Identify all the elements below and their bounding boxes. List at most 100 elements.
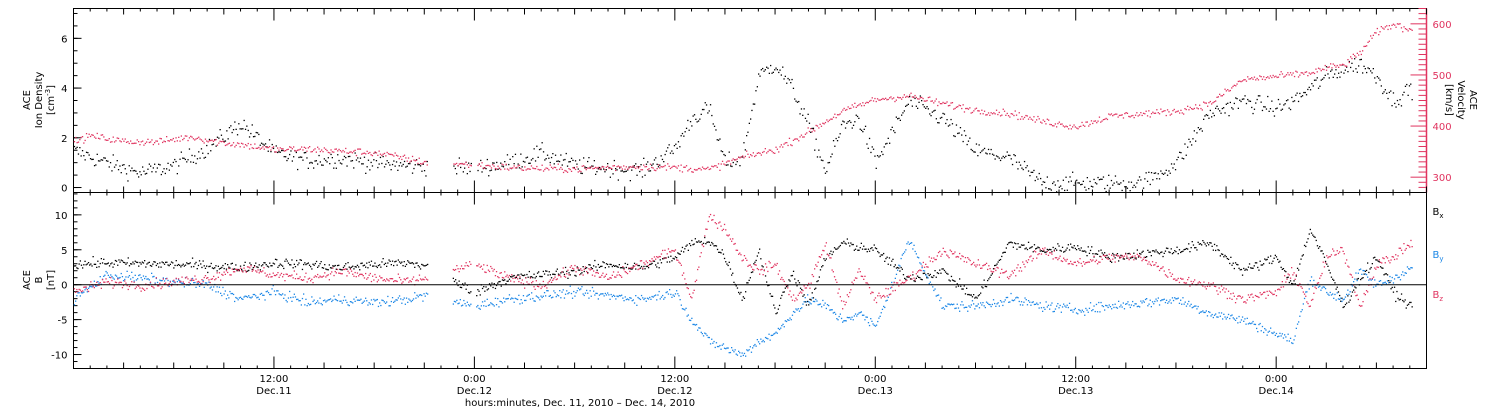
density-point bbox=[663, 161, 665, 163]
bx-point bbox=[528, 270, 530, 273]
by-point bbox=[840, 317, 843, 320]
bx-point bbox=[513, 274, 515, 277]
bx-point bbox=[1082, 250, 1085, 252]
bz-point bbox=[228, 267, 230, 270]
density-point bbox=[703, 108, 705, 111]
by-point bbox=[362, 301, 364, 303]
density-point bbox=[923, 106, 925, 108]
bx-point bbox=[679, 253, 681, 255]
density-point bbox=[1245, 102, 1248, 105]
velocity-point bbox=[617, 165, 619, 167]
velocity-point bbox=[334, 148, 336, 150]
velocity-point bbox=[1212, 102, 1214, 104]
bx-point bbox=[292, 267, 294, 269]
bx-point bbox=[764, 275, 767, 277]
velocity-point bbox=[844, 109, 847, 111]
x-tick-time-label: 0:00 bbox=[864, 374, 886, 385]
velocity-point bbox=[556, 169, 558, 171]
bx-point bbox=[77, 267, 79, 270]
by-point bbox=[1047, 304, 1050, 306]
density-point bbox=[1149, 183, 1151, 186]
bx-point bbox=[1246, 269, 1248, 271]
density-point bbox=[1283, 104, 1285, 106]
velocity-point bbox=[648, 168, 650, 170]
by-point bbox=[1059, 304, 1061, 307]
velocity-point bbox=[962, 104, 964, 106]
velocity-point bbox=[513, 165, 515, 167]
x-tick-time-label: 0:00 bbox=[1265, 374, 1287, 385]
by-point bbox=[706, 334, 708, 337]
density-point bbox=[1001, 157, 1003, 159]
velocity-point bbox=[92, 134, 94, 136]
by-point bbox=[277, 290, 279, 292]
by-point bbox=[909, 242, 912, 244]
bz-point bbox=[246, 266, 249, 268]
velocity-point bbox=[576, 166, 578, 168]
by-point bbox=[797, 308, 799, 310]
velocity-point bbox=[339, 150, 342, 152]
density-point bbox=[573, 166, 575, 169]
bz-point bbox=[370, 280, 373, 283]
density-point bbox=[1309, 89, 1312, 91]
by-point bbox=[1365, 273, 1368, 276]
velocity-point bbox=[1319, 68, 1321, 70]
bz-point bbox=[402, 281, 404, 283]
density-point bbox=[75, 147, 77, 150]
velocity-point bbox=[868, 100, 871, 102]
by-point bbox=[870, 318, 872, 320]
by-point bbox=[664, 296, 666, 299]
bx-point bbox=[141, 261, 143, 263]
velocity-point bbox=[505, 163, 507, 165]
by-point bbox=[91, 286, 93, 288]
by-point bbox=[1052, 311, 1054, 313]
bx-point bbox=[115, 260, 118, 262]
bz-point bbox=[423, 279, 425, 281]
velocity-point bbox=[426, 164, 428, 166]
velocity-point bbox=[1252, 78, 1254, 80]
by-point bbox=[809, 302, 811, 304]
velocity-point bbox=[581, 165, 583, 167]
velocity-point bbox=[489, 165, 491, 167]
density-point bbox=[889, 142, 891, 144]
by-point bbox=[1347, 289, 1349, 291]
velocity-point bbox=[477, 164, 479, 167]
bz-point bbox=[407, 277, 409, 279]
by-point bbox=[1203, 311, 1205, 314]
density-point bbox=[925, 107, 927, 109]
by-point bbox=[311, 296, 313, 298]
density-point bbox=[910, 99, 912, 102]
bx-point bbox=[154, 261, 156, 263]
bx-point bbox=[906, 276, 908, 278]
by-point bbox=[1156, 300, 1158, 302]
bx-point bbox=[83, 264, 85, 266]
bx-point bbox=[394, 261, 396, 263]
velocity-point bbox=[345, 147, 347, 150]
bx-point bbox=[359, 269, 361, 271]
bx-point bbox=[1168, 251, 1170, 253]
bx-point bbox=[1070, 243, 1072, 245]
bx-point bbox=[1144, 256, 1147, 258]
by-point bbox=[1093, 305, 1095, 307]
velocity-point bbox=[378, 150, 380, 152]
bx-point bbox=[702, 242, 705, 244]
bx-point bbox=[547, 274, 549, 276]
bx-point bbox=[1122, 258, 1124, 260]
velocity-point bbox=[497, 165, 499, 167]
density-point bbox=[263, 144, 265, 146]
bx-point bbox=[912, 274, 914, 276]
density-point bbox=[254, 135, 256, 138]
bx-point bbox=[768, 284, 770, 286]
velocity-point bbox=[716, 166, 718, 168]
bx-point bbox=[1320, 250, 1322, 252]
by-point bbox=[195, 286, 197, 288]
bx-point bbox=[534, 277, 536, 279]
by-point bbox=[591, 286, 594, 289]
bz-point bbox=[213, 275, 215, 278]
bx-point bbox=[1379, 266, 1382, 268]
bx-point bbox=[1063, 251, 1065, 253]
bx-point bbox=[1309, 228, 1311, 231]
velocity-point bbox=[1228, 90, 1230, 92]
density-point bbox=[1271, 100, 1273, 102]
bx-point bbox=[189, 262, 191, 264]
x-tick-time-label: 12:00 bbox=[260, 374, 289, 385]
